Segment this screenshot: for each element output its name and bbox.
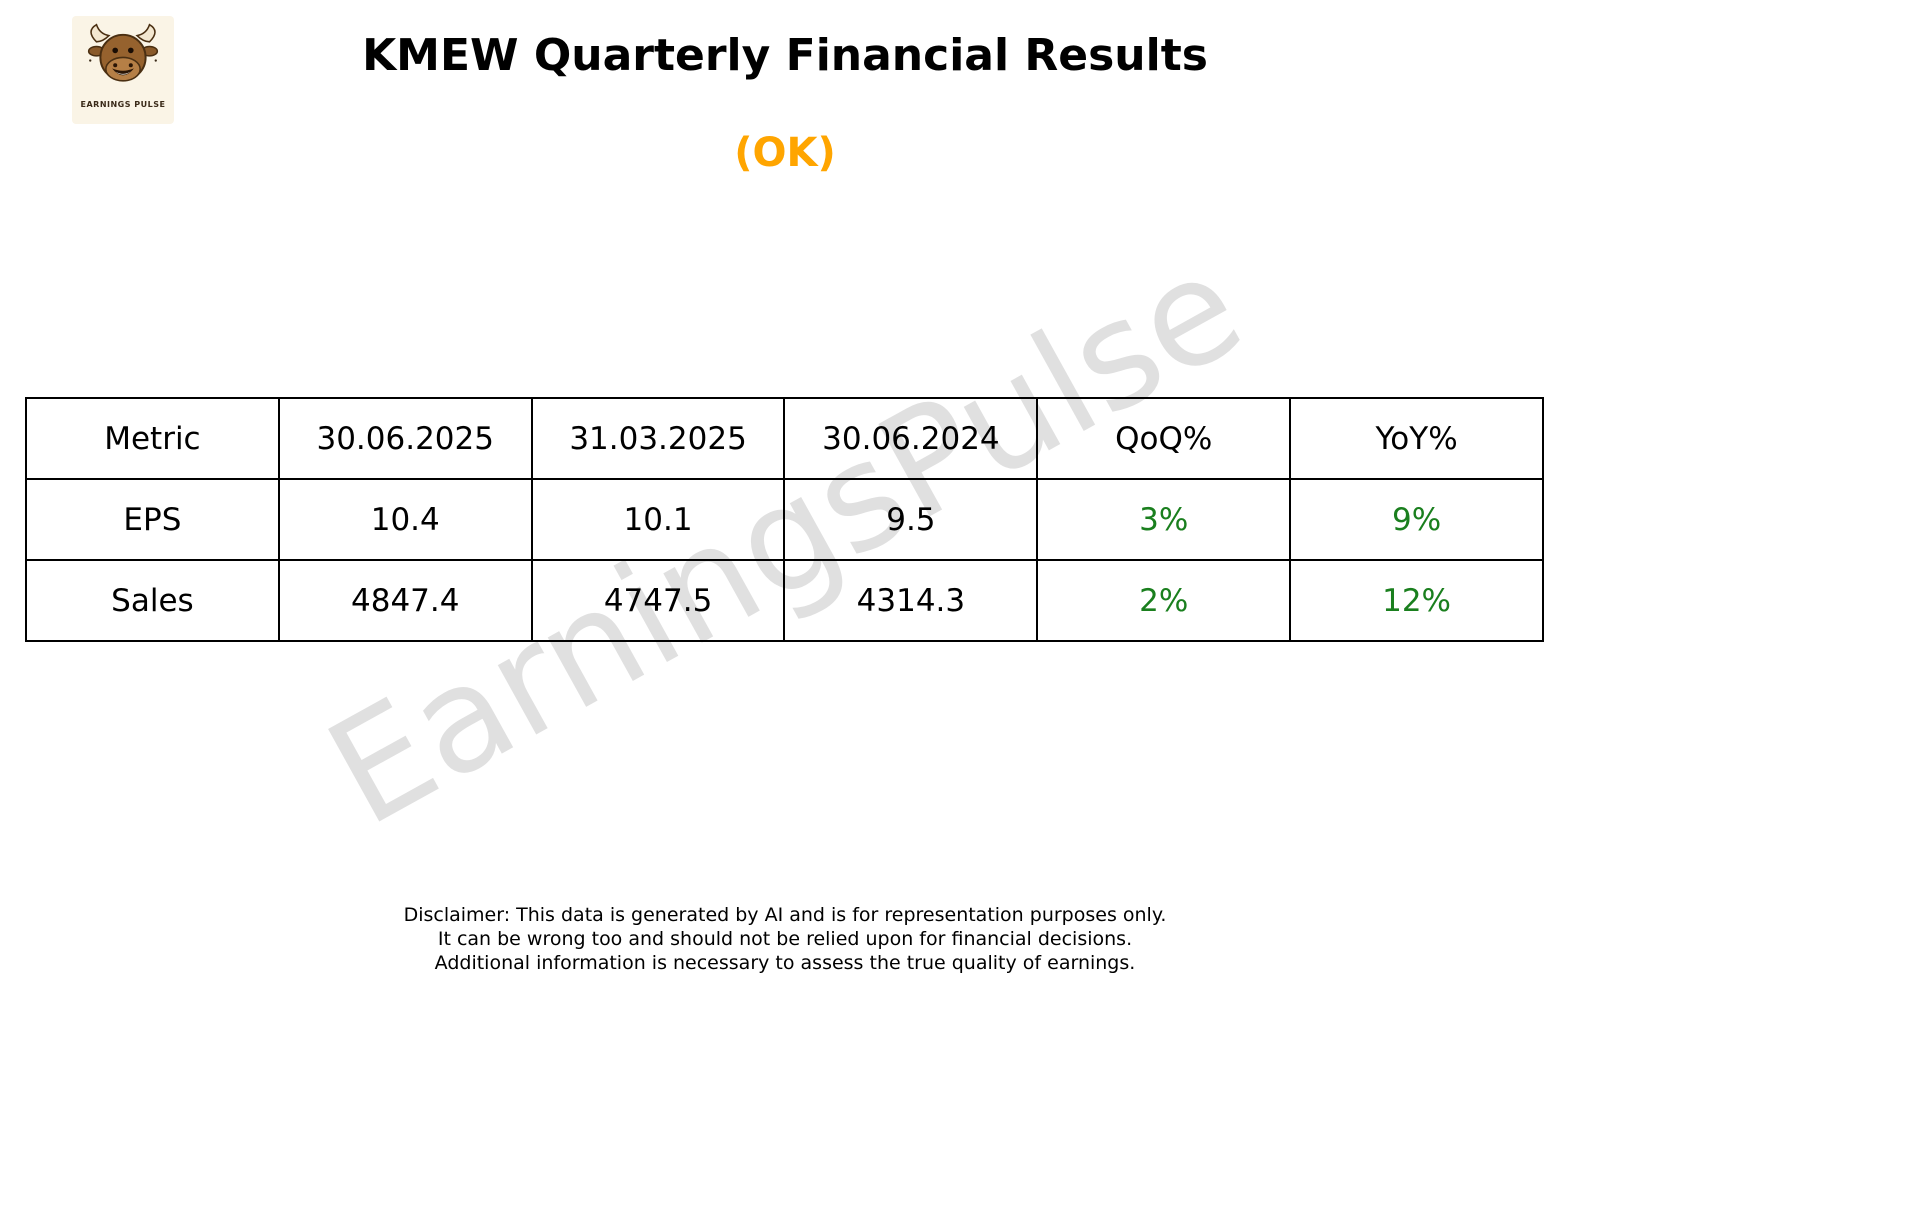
results-table: Metric 30.06.2025 31.03.2025 30.06.2024 …: [25, 397, 1544, 642]
table-cell: 4314.3: [783, 559, 1039, 642]
header-cell-metric: Metric: [25, 397, 280, 480]
disclaimer-line-1: Disclaimer: This data is generated by AI…: [403, 904, 1167, 926]
header-cell-q-current: 30.06.2025: [277, 397, 533, 480]
table-cell: 10.1: [530, 478, 786, 561]
bull-icon: [87, 23, 159, 82]
table-cell: 10.4: [277, 478, 533, 561]
status-subtitle: (OK): [734, 130, 836, 176]
disclaimer-line-2: It can be wrong too and should not be re…: [437, 928, 1133, 950]
header-cell-yoy: YoY%: [1289, 397, 1544, 480]
table-cell-qoq: 2%: [1036, 559, 1292, 642]
table-cell-yoy: 12%: [1289, 559, 1544, 642]
table-cell: Sales: [25, 559, 280, 642]
disclaimer-line-3: Additional information is necessary to a…: [434, 952, 1136, 974]
disclaimer: Disclaimer: This data is generated by AI…: [0, 903, 1570, 975]
table-cell: 4847.4: [277, 559, 533, 642]
page-title: KMEW Quarterly Financial Results: [362, 30, 1208, 81]
header-cell-qoq: QoQ%: [1036, 397, 1292, 480]
table-row-sales: Sales 4847.4 4747.5 4314.3 2% 12%: [25, 559, 1544, 642]
table-cell-qoq: 3%: [1036, 478, 1292, 561]
logo: EARNINGS PULSE: [72, 16, 174, 124]
table-row-eps: EPS 10.4 10.1 9.5 3% 9%: [25, 478, 1544, 561]
header-cell-q-previous: 31.03.2025: [530, 397, 786, 480]
table-cell: 4747.5: [530, 559, 786, 642]
header-cell-q-yearago: 30.06.2024: [783, 397, 1039, 480]
table-header-row: Metric 30.06.2025 31.03.2025 30.06.2024 …: [25, 397, 1544, 480]
logo-label: EARNINGS PULSE: [80, 100, 166, 109]
table-cell-yoy: 9%: [1289, 478, 1544, 561]
table-cell: EPS: [25, 478, 280, 561]
table-cell: 9.5: [783, 478, 1039, 561]
